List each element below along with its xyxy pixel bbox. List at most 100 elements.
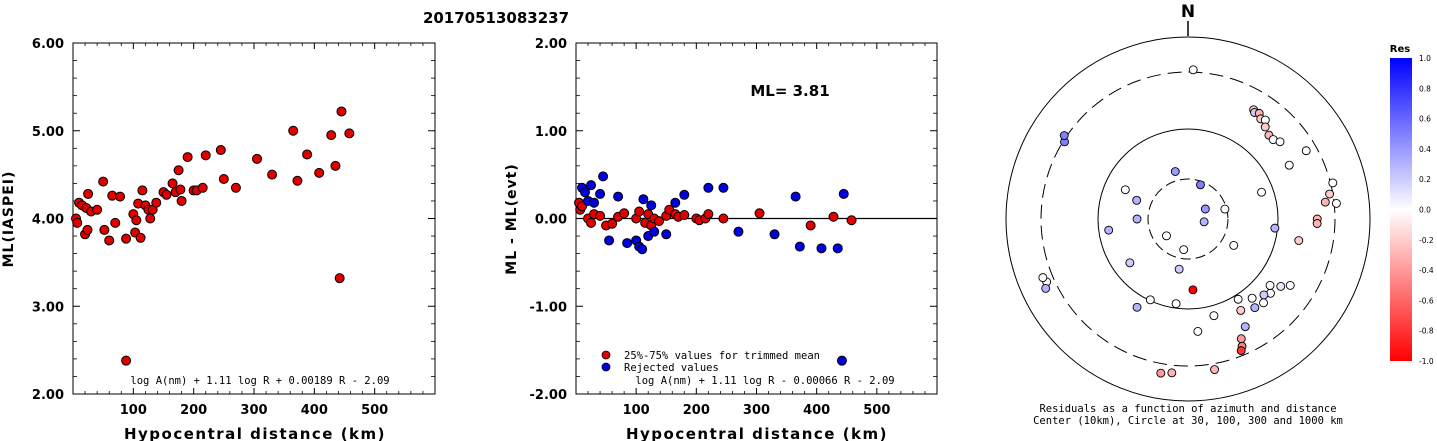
data-points bbox=[71, 106, 355, 366]
station-point bbox=[1265, 280, 1275, 290]
circle-100km bbox=[1097, 128, 1279, 310]
axis-ticks: 100 200 300 400 500 2.00 3.00 4.00 5.00 6.00 bbox=[32, 37, 435, 418]
data-point bbox=[816, 243, 827, 254]
caption-line-1: Residuals as a function of azimuth and d… bbox=[1039, 403, 1336, 415]
data-point bbox=[595, 210, 606, 221]
colorbar-tick-label: 0.8 bbox=[1419, 84, 1431, 93]
station-points bbox=[1038, 65, 1341, 378]
y-axis-label: ML(IASPEI) bbox=[1, 171, 17, 268]
data-point bbox=[828, 211, 839, 222]
y-tick-label: 1.00 bbox=[535, 125, 567, 140]
data-point bbox=[613, 191, 624, 202]
y-tick-label: 4.00 bbox=[32, 213, 64, 228]
data-point bbox=[646, 200, 657, 211]
data-point bbox=[330, 160, 341, 171]
data-point bbox=[135, 232, 146, 243]
y-tick-label: 5.00 bbox=[32, 125, 64, 140]
colorbar-tick-label: 0.6 bbox=[1419, 115, 1431, 124]
data-point bbox=[836, 355, 847, 366]
data-point bbox=[336, 106, 347, 117]
data-point bbox=[83, 188, 94, 199]
data-point bbox=[619, 208, 630, 219]
x-tick-label: 500 bbox=[361, 403, 388, 418]
y-tick-label: 2.00 bbox=[32, 388, 64, 403]
x-tick-label: 200 bbox=[683, 403, 710, 418]
station-point bbox=[1125, 258, 1135, 268]
station-point bbox=[1236, 346, 1246, 356]
station-point bbox=[1104, 225, 1114, 235]
data-point bbox=[703, 209, 714, 220]
x-tick-label: 300 bbox=[743, 403, 770, 418]
data-point bbox=[637, 244, 648, 255]
data-point bbox=[218, 174, 229, 185]
station-point bbox=[1132, 302, 1142, 312]
data-point bbox=[252, 153, 263, 164]
station-point bbox=[1210, 365, 1219, 375]
data-point bbox=[679, 209, 690, 220]
data-point bbox=[176, 195, 187, 206]
station-point bbox=[1247, 293, 1257, 303]
data-point bbox=[654, 216, 665, 227]
station-point bbox=[1120, 185, 1130, 195]
y-tick-label: 6.00 bbox=[32, 37, 64, 52]
data-point bbox=[595, 188, 606, 199]
data-point bbox=[104, 235, 115, 246]
data-point bbox=[326, 130, 337, 141]
data-point bbox=[794, 241, 805, 252]
data-point bbox=[769, 229, 780, 240]
station-point bbox=[1240, 322, 1250, 332]
colorbar-tick-label: -0.2 bbox=[1419, 236, 1434, 245]
data-point bbox=[131, 215, 142, 226]
station-point bbox=[1275, 137, 1285, 147]
x-tick-label: 400 bbox=[301, 403, 328, 418]
data-point bbox=[72, 217, 83, 228]
station-point bbox=[1167, 368, 1177, 378]
colorbar-tick-label: 0.0 bbox=[1419, 206, 1431, 215]
legend-marker-rejected bbox=[601, 362, 611, 372]
y-axis-label: ML - ML(evt) bbox=[504, 163, 520, 274]
data-point bbox=[288, 125, 299, 136]
data-point bbox=[754, 208, 765, 219]
data-point bbox=[733, 226, 744, 237]
ml-value-label: ML= 3.81 bbox=[750, 82, 829, 100]
colorbar-ticks: 1.0 0.8 0.6 0.4 0.2 0.0 -0.2 -0.4 -0.6 -0.8 -1.0 bbox=[1419, 54, 1434, 366]
data-point bbox=[175, 184, 186, 195]
station-point bbox=[1038, 273, 1048, 283]
station-point bbox=[1285, 280, 1295, 290]
station-point bbox=[1233, 294, 1243, 304]
legend: 25%-75% values for trimmed mean Rejected… bbox=[601, 350, 820, 374]
data-point bbox=[661, 229, 672, 240]
colorbar-tick-label: -1.0 bbox=[1419, 357, 1434, 366]
data-point bbox=[703, 182, 714, 193]
data-point bbox=[344, 128, 355, 139]
station-point bbox=[1325, 189, 1335, 199]
station-point bbox=[1284, 160, 1294, 170]
station-point bbox=[1270, 223, 1280, 233]
data-points bbox=[574, 171, 857, 366]
data-point bbox=[580, 187, 591, 198]
station-point bbox=[1260, 122, 1270, 132]
data-point bbox=[805, 220, 816, 231]
panel-ml-vs-distance: 100 200 300 400 500 2.00 3.00 4.00 5.00 6.00 Hypo… bbox=[1, 37, 436, 441]
colorbar-tick-label: 1.0 bbox=[1419, 54, 1431, 63]
data-point bbox=[161, 189, 172, 200]
station-point bbox=[1259, 290, 1269, 300]
data-point bbox=[115, 191, 126, 202]
data-point bbox=[598, 171, 609, 182]
y-tick-label: 0.00 bbox=[535, 213, 567, 228]
station-point bbox=[1174, 264, 1184, 274]
data-point bbox=[589, 197, 600, 208]
x-tick-label: 500 bbox=[863, 403, 890, 418]
colorbar-title: Res bbox=[1390, 44, 1410, 55]
station-point bbox=[1236, 334, 1246, 344]
data-point bbox=[838, 188, 849, 199]
data-point bbox=[230, 182, 241, 193]
data-point bbox=[137, 185, 148, 196]
data-point bbox=[586, 217, 597, 228]
x-axis-label: Hypocentral distance (km) bbox=[124, 425, 386, 441]
colorbar-tick-label: -0.4 bbox=[1419, 266, 1434, 275]
data-point bbox=[99, 224, 110, 235]
figure-title: 20170513083237 bbox=[423, 9, 569, 27]
data-point bbox=[679, 189, 690, 200]
